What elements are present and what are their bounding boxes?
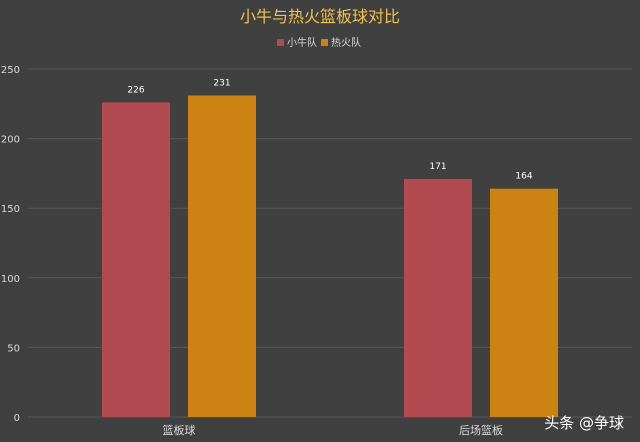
x-tick-label: 篮板球 xyxy=(163,423,196,437)
data-label: 231 xyxy=(213,78,230,88)
bar-heat xyxy=(490,188,558,417)
y-tick-label: 0 xyxy=(14,413,20,424)
bars: 226 231 171 164 xyxy=(102,78,558,418)
data-label: 164 xyxy=(515,172,532,182)
y-axis: 0 50 100 150 200 250 xyxy=(1,65,20,424)
data-label: 226 xyxy=(127,85,144,95)
legend: 小牛队 热火队 xyxy=(277,36,361,49)
bar-mavericks xyxy=(404,178,472,417)
y-tick-label: 200 xyxy=(1,135,20,146)
x-tick-label: 后场篮板 xyxy=(459,423,503,437)
data-label: 171 xyxy=(429,162,446,172)
legend-label: 热火队 xyxy=(331,36,361,49)
y-tick-label: 100 xyxy=(1,274,20,285)
x-axis: 篮板球 后场篮板 xyxy=(163,423,504,437)
legend-swatch xyxy=(321,39,328,46)
legend-swatch xyxy=(277,39,284,46)
y-tick-label: 50 xyxy=(7,343,20,354)
y-tick-label: 250 xyxy=(1,65,20,76)
bar-mavericks xyxy=(102,102,170,418)
y-tick-label: 150 xyxy=(1,204,20,215)
chart-title: 小牛与热火篮板球对比 xyxy=(240,7,400,26)
legend-label: 小牛队 xyxy=(287,36,317,49)
bar-heat xyxy=(188,95,256,417)
watermark-text: 头条 @争球 xyxy=(544,414,624,432)
